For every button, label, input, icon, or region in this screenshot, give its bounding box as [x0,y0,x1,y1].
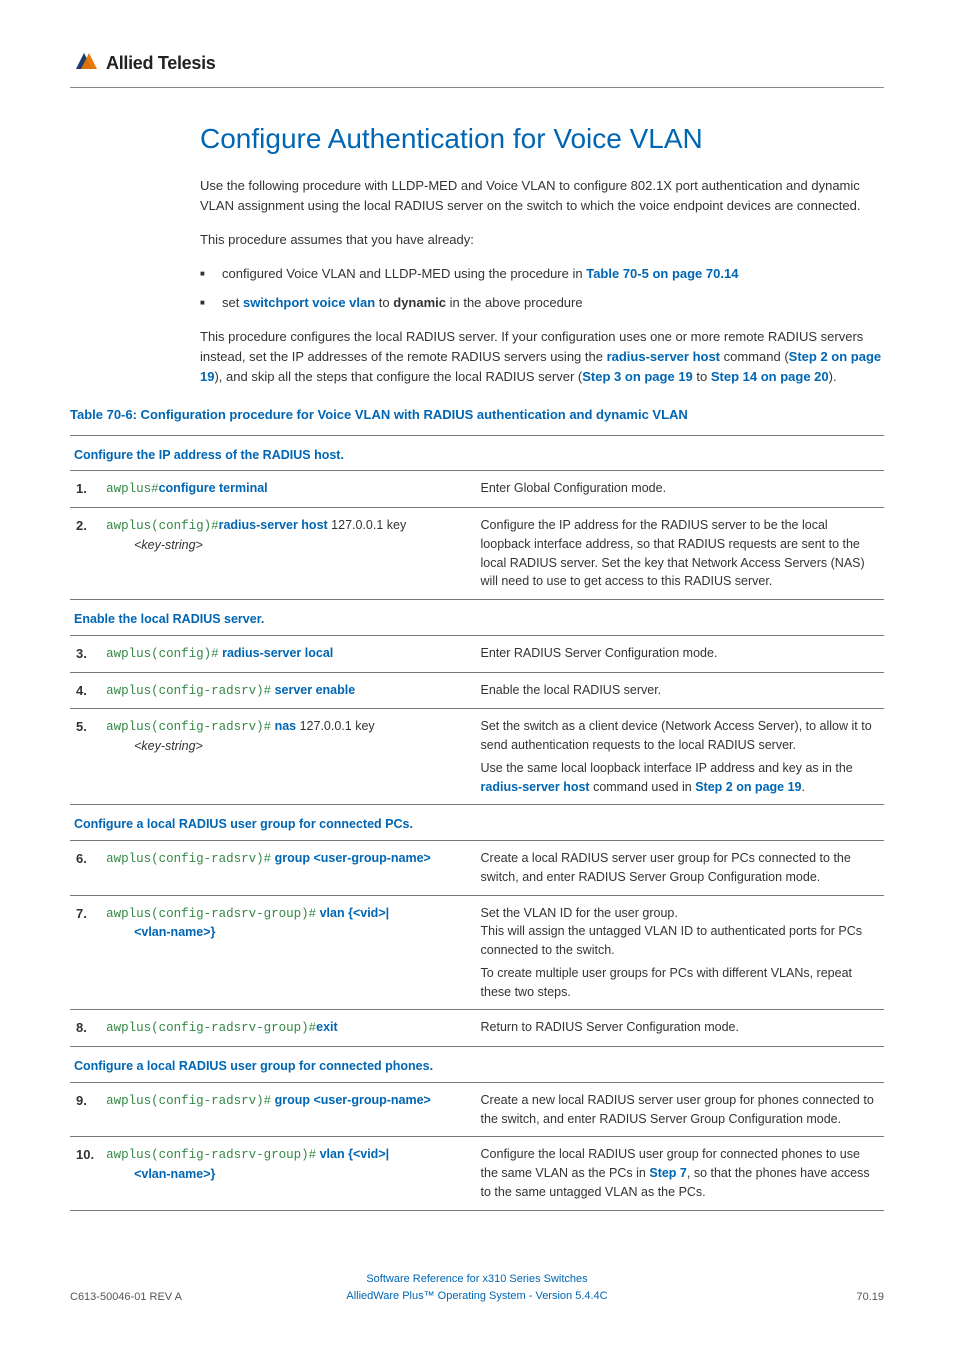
section-header-2: Enable the local RADIUS server. [70,600,884,636]
link-step14[interactable]: Step 14 on page 20 [711,369,829,384]
after-bullets-paragraph: This procedure configures the local RADI… [200,327,884,387]
config-table: Configure the IP address of the RADIUS h… [70,435,884,1211]
table-row: 8. awplus(config-radsrv-group)#exit Retu… [70,1010,884,1047]
link-step7[interactable]: Step 7 [649,1166,687,1180]
footer-center: Software Reference for x310 Series Switc… [346,1271,607,1306]
logo-bar: Allied Telesis [70,50,884,88]
assumption-list: configured Voice VLAN and LLDP-MED using… [200,264,884,312]
page-footer: C613-50046-01 REV A Software Reference f… [70,1261,884,1306]
intro-p1: Use the following procedure with LLDP-ME… [200,176,884,216]
bullet-2: set switchport voice vlan to dynamic in … [200,293,884,313]
bullet-1: configured Voice VLAN and LLDP-MED using… [200,264,884,284]
link-radius-server-host[interactable]: radius-server host [607,349,720,364]
table-row: 2. awplus(config)#radius-server host 127… [70,508,884,600]
link-step3[interactable]: Step 3 on page 19 [582,369,693,384]
table-row: 9. awplus(config-radsrv)# group <user-gr… [70,1082,884,1137]
link-table-70-5[interactable]: Table 70-5 on page 70.14 [586,266,738,281]
table-row: 10. awplus(config-radsrv-group)# vlan {<… [70,1137,884,1210]
section-header-4: Configure a local RADIUS user group for … [70,1047,884,1083]
table-row: 1. awplus#configure terminal Enter Globa… [70,471,884,508]
section-header-1: Configure the IP address of the RADIUS h… [70,435,884,471]
table-row: 4. awplus(config-radsrv)# server enable … [70,672,884,709]
table-row: 3. awplus(config)# radius-server local E… [70,635,884,672]
table-row: 6. awplus(config-radsrv)# group <user-gr… [70,841,884,896]
section-header-3: Configure a local RADIUS user group for … [70,805,884,841]
table-row: 7. awplus(config-radsrv-group)# vlan {<v… [70,895,884,1010]
link-step2-b[interactable]: Step 2 on page 19 [695,780,801,794]
link-switchport-voice-vlan[interactable]: switchport voice vlan [243,295,375,310]
allied-triangle-icon [70,51,100,77]
link-radius-server-host-2[interactable]: radius-server host [481,780,590,794]
table-caption: Table 70-6: Configuration procedure for … [70,405,884,425]
page-title: Configure Authentication for Voice VLAN [200,118,884,160]
table-row: 5. awplus(config-radsrv)# nas 127.0.0.1 … [70,709,884,805]
logo-text: Allied Telesis [106,50,216,77]
footer-left: C613-50046-01 REV A [70,1289,210,1306]
intro-p2: This procedure assumes that you have alr… [200,230,884,250]
footer-page-number: 70.19 [744,1289,884,1306]
